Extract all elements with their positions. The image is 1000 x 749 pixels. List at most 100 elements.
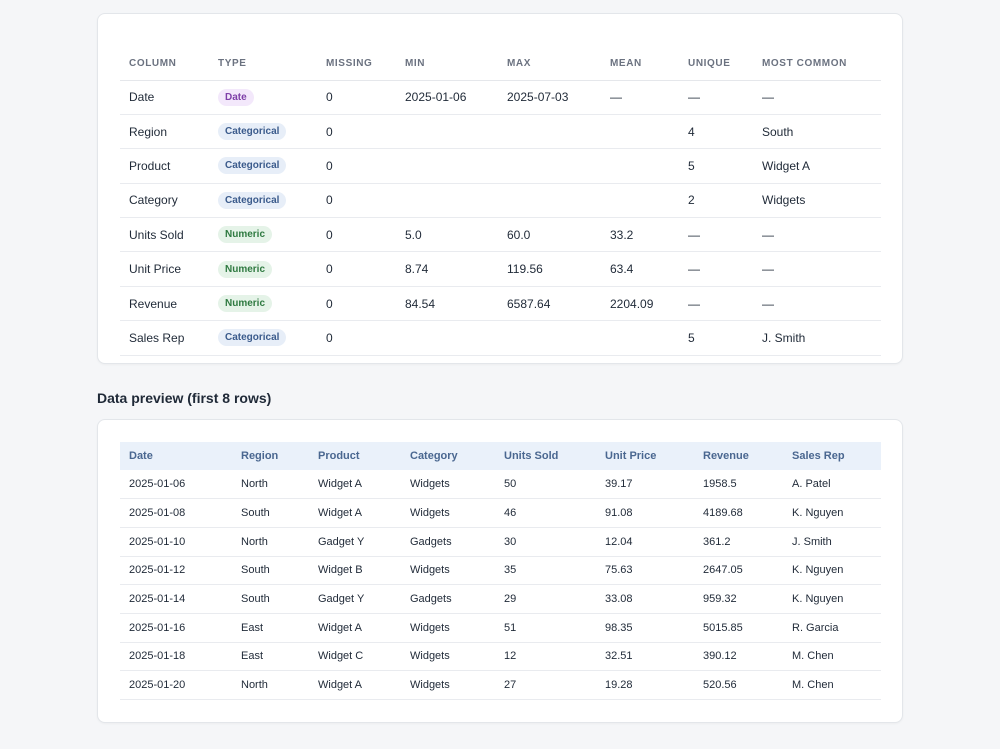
type-badge: Categorical xyxy=(218,123,287,141)
summary-cell-type: Categorical xyxy=(209,320,317,356)
summary-cell-unique: 4 xyxy=(679,114,753,150)
summary-cell-unique: — xyxy=(679,286,753,322)
preview-cell: K. Nguyen xyxy=(783,584,881,614)
preview-cell: M. Chen xyxy=(783,670,881,700)
summary-cell-max: 119.56 xyxy=(498,251,601,287)
data-preview-card: Date Region Product Category Units Sold … xyxy=(97,419,903,723)
summary-row: Sales Rep Categorical 0 5 J. Smith xyxy=(120,320,881,356)
preview-cell: Gadgets xyxy=(401,527,495,557)
preview-cell: Widgets xyxy=(401,670,495,700)
summary-cell-type: Date xyxy=(209,80,317,115)
summary-cell-column: Date xyxy=(120,80,209,115)
preview-cell: 12.04 xyxy=(596,527,694,557)
preview-cell: 390.12 xyxy=(694,642,783,672)
summary-cell-column: Units Sold xyxy=(120,217,209,253)
preview-cell: Gadgets xyxy=(401,584,495,614)
summary-cell-min xyxy=(396,183,498,219)
summary-cell-missing: 0 xyxy=(317,251,396,287)
summary-cell-min xyxy=(396,114,498,150)
type-badge: Categorical xyxy=(218,329,287,347)
preview-row: 2025-01-16 East Widget A Widgets 51 98.35 5015… xyxy=(120,613,881,643)
preview-cell: Gadget Y xyxy=(309,584,401,614)
summary-header-row: COLUMN TYPE MISSING MIN MAX MEAN UNIQUE … xyxy=(120,47,881,81)
summary-row: Unit Price Numeric 0 8.74 119.56 63.4— — xyxy=(120,251,881,287)
preview-cell: J. Smith xyxy=(783,527,881,557)
type-badge: Categorical xyxy=(218,157,287,175)
summary-cell-unique: 5 xyxy=(679,320,753,356)
preview-cell: 5015.85 xyxy=(694,613,783,643)
preview-cell: 50 xyxy=(495,470,596,500)
summary-row: Region Categorical 0 4 South xyxy=(120,114,881,150)
summary-cell-max: 6587.64 xyxy=(498,286,601,322)
summary-cell-missing: 0 xyxy=(317,114,396,150)
summary-cell-mean xyxy=(601,183,679,219)
preview-row: 2025-01-20 North Widget A Widgets 27 19.28 520… xyxy=(120,670,881,700)
preview-cell: 2025-01-06 xyxy=(120,470,232,500)
summary-cell-max xyxy=(498,114,601,150)
preview-cell: 2025-01-16 xyxy=(120,613,232,643)
preview-cell: 29 xyxy=(495,584,596,614)
preview-row: 2025-01-12 South Widget B Widgets 35 75.63 264… xyxy=(120,556,881,586)
preview-header-cell: Region xyxy=(232,442,309,470)
preview-cell: Widgets xyxy=(401,498,495,528)
summary-cell-type: Categorical xyxy=(209,114,317,150)
preview-cell: 51 xyxy=(495,613,596,643)
summary-cell-max xyxy=(498,183,601,219)
preview-cell: North xyxy=(232,670,309,700)
preview-cell: 27 xyxy=(495,670,596,700)
preview-cell: 2025-01-10 xyxy=(120,527,232,557)
summary-row: Product Categorical 0 5 Widget A xyxy=(120,148,881,184)
summary-cell-unique: 5 xyxy=(679,148,753,184)
preview-cell: R. Garcia xyxy=(783,613,881,643)
preview-cell: 520.56 xyxy=(694,670,783,700)
type-badge: Numeric xyxy=(218,295,273,313)
summary-cell-most-common: J. Smith xyxy=(753,320,881,356)
preview-cell: Widget B xyxy=(309,556,401,586)
preview-cell: K. Nguyen xyxy=(783,556,881,586)
summary-cell-max: 2025-07-03 xyxy=(498,80,601,115)
summary-cell-min: 2025-01-06 xyxy=(396,80,498,115)
summary-cell-mean: 63.4 xyxy=(601,251,679,287)
preview-cell: 75.63 xyxy=(596,556,694,586)
preview-cell: Widgets xyxy=(401,470,495,500)
summary-cell-missing: 0 xyxy=(317,320,396,356)
preview-cell: Widget A xyxy=(309,498,401,528)
summary-cell-mean: 33.2 xyxy=(601,217,679,253)
summary-cell-min xyxy=(396,320,498,356)
preview-cell: Widget A xyxy=(309,670,401,700)
data-preview-table: Date Region Product Category Units Sold … xyxy=(120,442,881,700)
preview-cell: 2647.05 xyxy=(694,556,783,586)
preview-row: 2025-01-06 North Widget A Widgets 50 39.17 195… xyxy=(120,470,881,500)
preview-row: 2025-01-08 South Widget A Widgets 46 91.08 418… xyxy=(120,498,881,528)
preview-cell: Widget A xyxy=(309,613,401,643)
preview-cell: 39.17 xyxy=(596,470,694,500)
summary-header-cell: MIN xyxy=(396,47,498,81)
preview-header-cell: Date xyxy=(120,442,232,470)
preview-cell: 959.32 xyxy=(694,584,783,614)
summary-cell-most-common: — xyxy=(753,286,881,322)
summary-cell-missing: 0 xyxy=(317,286,396,322)
preview-cell: 4189.68 xyxy=(694,498,783,528)
preview-cell: Widget A xyxy=(309,470,401,500)
preview-cell: East xyxy=(232,613,309,643)
summary-cell-column: Category xyxy=(120,183,209,219)
summary-cell-most-common: South xyxy=(753,114,881,150)
summary-cell-min xyxy=(396,148,498,184)
preview-header-cell: Sales Rep xyxy=(783,442,881,470)
summary-cell-min: 8.74 xyxy=(396,251,498,287)
summary-row: Category Categorical 0 2 Widgets xyxy=(120,183,881,219)
summary-cell-missing: 0 xyxy=(317,183,396,219)
preview-cell: 12 xyxy=(495,642,596,672)
summary-cell-missing: 0 xyxy=(317,148,396,184)
preview-cell: North xyxy=(232,470,309,500)
preview-header-row: Date Region Product Category Units Sold … xyxy=(120,442,881,470)
summary-row: Date Date 0 2025-01-06 2025-07-03— — — xyxy=(120,80,881,115)
preview-cell: 98.35 xyxy=(596,613,694,643)
summary-cell-mean xyxy=(601,148,679,184)
preview-header-cell: Units Sold xyxy=(495,442,596,470)
summary-header-cell: UNIQUE xyxy=(679,47,753,81)
summary-cell-max: 60.0 xyxy=(498,217,601,253)
preview-cell: 2025-01-08 xyxy=(120,498,232,528)
summary-cell-max xyxy=(498,148,601,184)
preview-header-cell: Revenue xyxy=(694,442,783,470)
